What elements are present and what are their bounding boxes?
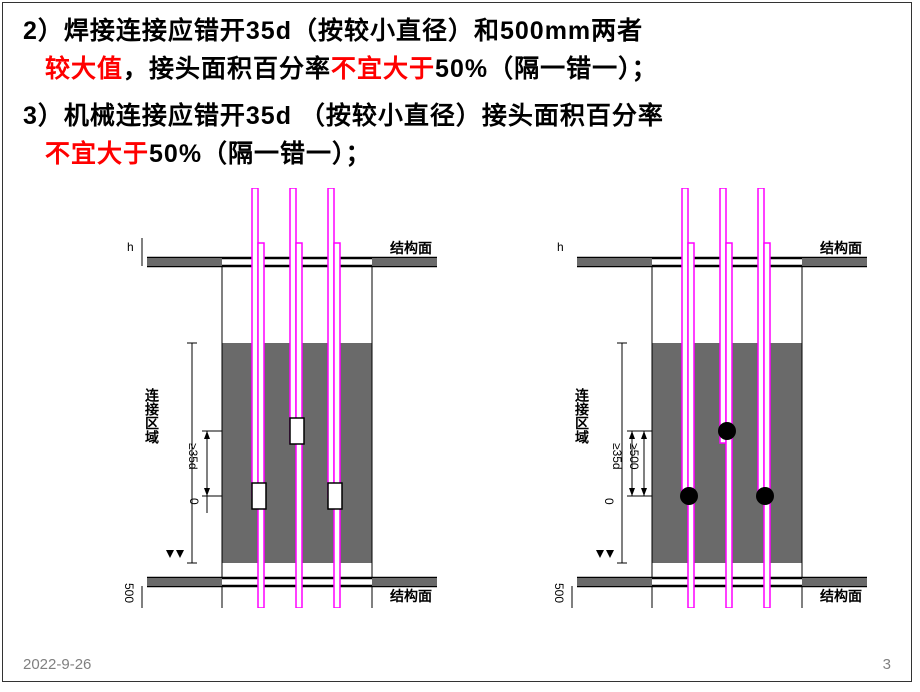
paragraph-3: 3）机械连接应错开35d （按较小直径）接头面积百分率 不宜大于50%（隔一错一… — [23, 98, 891, 173]
p2-mid: ，接头面积百分率 — [123, 55, 331, 83]
dim-500-left: 500 — [122, 583, 136, 603]
conn-zone-right: 连接区域 — [572, 388, 592, 444]
p3-prefix: 3）机械连接应错开35d （按较小直径）接头面积百分率 — [23, 102, 664, 130]
slide-container: 2）焊接连接应错开35d（按较小直径）和500mm两者 较大值，接头面积百分率不… — [2, 2, 912, 682]
p3-suffix: 50%（隔一错一）； — [149, 140, 372, 168]
p2-red1: 较大值 — [45, 55, 123, 83]
paragraph-2: 2）焊接连接应错开35d（按较小直径）和500mm两者 较大值，接头面积百分率不… — [23, 13, 891, 88]
diagram-right-svg — [472, 188, 872, 608]
dim-h-left: h — [127, 240, 134, 254]
diagram-right: h 结构面 结构面 连接区域 ≥35d ≥500 0 500 — [472, 188, 872, 608]
diagram-left-svg — [42, 188, 442, 608]
dim-500alt-right: ≥500 — [627, 443, 641, 470]
p3-line2: 不宜大于50%（隔一错一）； — [23, 140, 372, 168]
p2-red2: 不宜大于 — [331, 55, 435, 83]
struct-face-bot-left: 结构面 — [390, 586, 432, 606]
dim-35d-right: ≥35d — [610, 443, 624, 470]
p2-suffix: 50%（隔一错一）； — [435, 55, 658, 83]
p3-red1: 不宜大于 — [45, 140, 149, 168]
dim-500-right: 500 — [552, 583, 566, 603]
p2-line2: 较大值，接头面积百分率不宜大于50%（隔一错一）； — [23, 55, 658, 83]
struct-face-top-left: 结构面 — [390, 238, 432, 258]
p2-prefix: 2）焊接连接应错开35d（按较小直径）和500mm两者 — [23, 17, 643, 45]
dim-0-left: 0 — [187, 498, 201, 505]
diagrams-row: h 结构面 结构面 连接区域 ≥35d 0 500 — [23, 188, 891, 608]
conn-zone-left: 连接区域 — [142, 388, 162, 444]
diagram-left: h 结构面 结构面 连接区域 ≥35d 0 500 — [42, 188, 442, 608]
dim-35d-left: ≥35d — [186, 443, 200, 470]
struct-face-bot-right: 结构面 — [820, 586, 862, 606]
dim-0-right: 0 — [602, 498, 616, 505]
struct-face-top-right: 结构面 — [820, 238, 862, 258]
footer-page: 3 — [883, 656, 891, 673]
dim-h-right: h — [557, 240, 564, 254]
footer-date: 2022-9-26 — [23, 656, 91, 673]
